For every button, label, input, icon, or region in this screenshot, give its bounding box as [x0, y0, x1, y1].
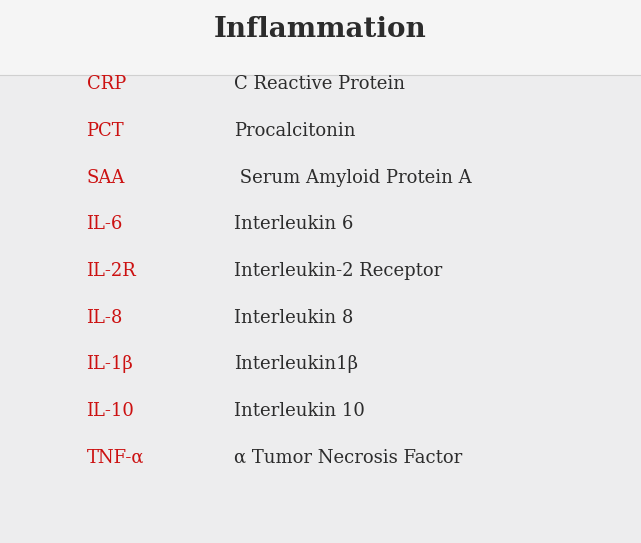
Text: TNF-α: TNF-α [87, 449, 144, 467]
Text: α Tumor Necrosis Factor: α Tumor Necrosis Factor [234, 449, 462, 467]
Text: Serum Amyloid Protein A: Serum Amyloid Protein A [234, 168, 472, 187]
Text: Interleukin1β: Interleukin1β [234, 355, 358, 374]
Text: Interleukin 8: Interleukin 8 [234, 308, 353, 327]
Text: C Reactive Protein: C Reactive Protein [234, 75, 405, 93]
Text: Inflammation: Inflammation [214, 16, 427, 43]
Text: IL-8: IL-8 [87, 308, 123, 327]
FancyBboxPatch shape [0, 0, 641, 75]
Text: IL-6: IL-6 [87, 215, 123, 233]
Text: Procalcitonin: Procalcitonin [234, 122, 356, 140]
Text: Interleukin 10: Interleukin 10 [234, 402, 365, 420]
Text: IL-2R: IL-2R [87, 262, 137, 280]
Text: IL-10: IL-10 [87, 402, 135, 420]
Text: PCT: PCT [87, 122, 124, 140]
Text: IL-1β: IL-1β [87, 355, 133, 374]
Text: CRP: CRP [87, 75, 126, 93]
Text: Interleukin 6: Interleukin 6 [234, 215, 353, 233]
Text: SAA: SAA [87, 168, 125, 187]
Text: Interleukin-2 Receptor: Interleukin-2 Receptor [234, 262, 442, 280]
